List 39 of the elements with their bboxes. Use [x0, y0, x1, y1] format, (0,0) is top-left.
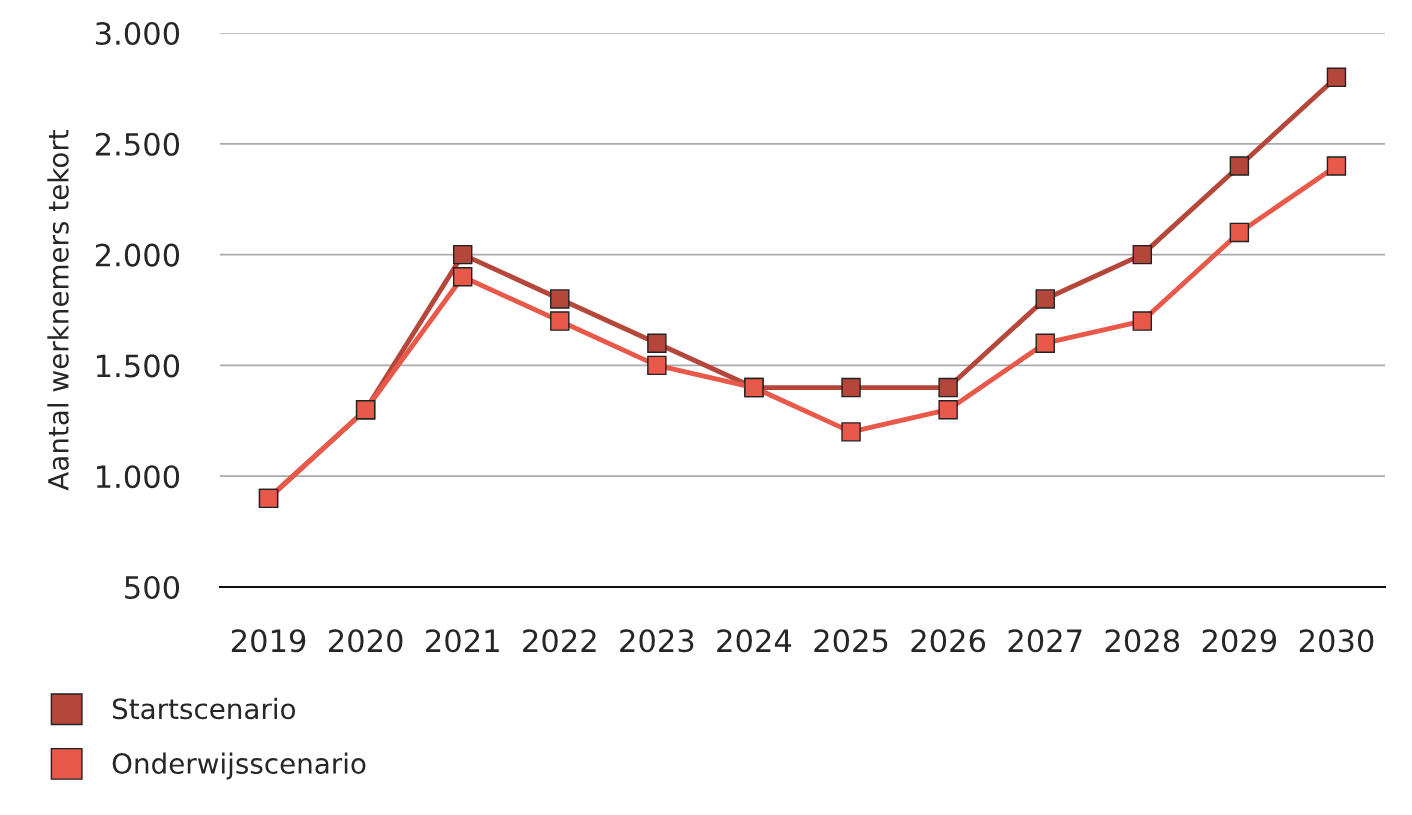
x-tick-label: 2029 — [1202, 629, 1277, 653]
point — [452, 267, 473, 287]
legend-label: Onderwijsscenario — [112, 752, 366, 780]
point — [841, 377, 861, 398]
point — [647, 355, 667, 376]
point — [1229, 222, 1250, 243]
y-tick-label: 3.000 — [95, 21, 180, 46]
x-tick-label: 2030 — [1299, 629, 1374, 653]
point — [841, 422, 861, 442]
point — [1229, 156, 1250, 176]
x-tick-label: 2020 — [328, 629, 403, 653]
x-tick-label: 2019 — [231, 629, 306, 653]
x-tick-label: 2024 — [717, 629, 792, 653]
x-tick-label: 2026 — [911, 629, 986, 653]
y-tick-label: 2.500 — [95, 132, 180, 156]
point — [550, 289, 570, 309]
y-tick-label: 1.000 — [96, 465, 180, 489]
point — [647, 333, 667, 353]
point — [1035, 333, 1055, 353]
x-tick-label: 2025 — [814, 629, 888, 653]
point — [1132, 311, 1153, 331]
x-tick-label: 2028 — [1105, 629, 1180, 653]
point — [1326, 156, 1347, 176]
y-tick-label: 1.500 — [96, 354, 180, 378]
point — [1035, 289, 1055, 309]
x-tick-label: 2021 — [426, 629, 499, 653]
x-tick-label: 2027 — [1008, 629, 1082, 653]
point — [938, 399, 958, 420]
x-tick-label: 2023 — [620, 629, 694, 653]
y-axis-title: Aantal werknemers tekort — [47, 129, 69, 491]
point — [550, 311, 570, 331]
point — [1132, 244, 1153, 265]
y-tick-label: 500 — [125, 575, 180, 600]
y-tick-label: 2.000 — [95, 243, 180, 267]
point — [938, 377, 958, 398]
x-tick-label: 2022 — [523, 629, 596, 653]
point — [1326, 67, 1347, 88]
point — [452, 244, 473, 265]
legend-label: Startscenario — [112, 697, 296, 720]
